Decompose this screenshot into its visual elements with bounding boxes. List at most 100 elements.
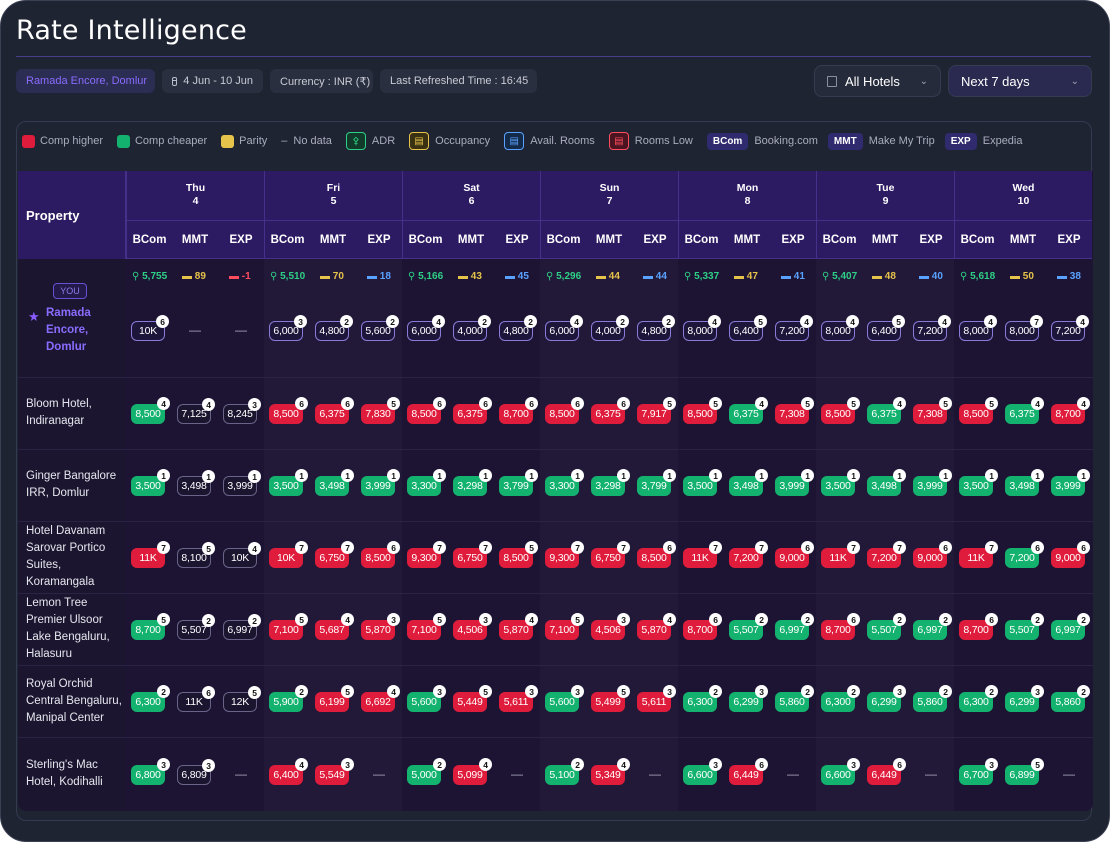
- rate-cell[interactable]: 5,870 4: [637, 613, 676, 640]
- rate-cell[interactable]: 6,997 2: [913, 613, 952, 640]
- rate-cell[interactable]: 10K 7: [269, 541, 308, 568]
- rate-cell[interactable]: 6,300 2: [821, 685, 860, 712]
- rate-cell[interactable]: 3,298 1: [591, 469, 630, 496]
- rate-cell[interactable]: 6,449 6: [729, 758, 768, 785]
- rate-cell[interactable]: 4,506 3: [591, 613, 630, 640]
- rate-cell[interactable]: 6,300 2: [959, 685, 998, 712]
- rate-cell[interactable]: 3,799 1: [499, 469, 538, 496]
- property-name[interactable]: Bloom Hotel, Indiranagar: [26, 398, 92, 427]
- rate-cell[interactable]: 3,498 1: [867, 469, 906, 496]
- rate-cell[interactable]: 8,500 6: [637, 541, 676, 568]
- own-property-cell[interactable]: YOU ★ Ramada Encore, Domlur: [26, 259, 126, 377]
- rate-cell[interactable]: 4,000 2: [591, 315, 629, 341]
- property-name[interactable]: Sterling's Mac Hotel, Kodihalli: [26, 759, 103, 788]
- rate-cell[interactable]: 8,000 4: [959, 315, 997, 341]
- rate-cell[interactable]: 6,375 4: [729, 397, 768, 424]
- rate-cell[interactable]: 6,400 5: [729, 315, 767, 341]
- rate-cell[interactable]: 6,800 3: [131, 758, 170, 785]
- rate-cell[interactable]: 3,999 1: [361, 469, 400, 496]
- rate-cell[interactable]: 5,600 2: [361, 315, 399, 341]
- rate-cell[interactable]: 5,499 5: [591, 685, 630, 712]
- rate-cell[interactable]: 6,692 4: [361, 685, 400, 712]
- rate-cell[interactable]: 6,997 2: [223, 614, 261, 640]
- rate-cell[interactable]: 5,611 3: [637, 685, 676, 712]
- rate-cell[interactable]: 10K 4: [223, 542, 261, 568]
- rate-cell[interactable]: 6,899 5: [1005, 758, 1044, 785]
- rate-cell[interactable]: 6,375 6: [315, 397, 354, 424]
- rate-cell[interactable]: 3,500 1: [131, 469, 170, 496]
- rate-cell[interactable]: 4,800 2: [499, 315, 537, 341]
- property-name[interactable]: Hotel Davanam Sarovar Portico Suites, Ko…: [26, 525, 106, 588]
- rate-cell[interactable]: 8,500 5: [821, 397, 860, 424]
- rate-cell[interactable]: 8,245 3: [223, 398, 261, 424]
- rate-cell[interactable]: 12K 5: [223, 686, 261, 712]
- rate-cell[interactable]: 7,200 7: [867, 541, 906, 568]
- rate-cell[interactable]: 11K 7: [959, 541, 998, 568]
- rate-cell[interactable]: 3,300 1: [545, 469, 584, 496]
- rate-cell[interactable]: 3,498 1: [315, 469, 354, 496]
- rate-cell[interactable]: 7,100 5: [407, 613, 446, 640]
- rate-cell[interactable]: 5,611 3: [499, 685, 538, 712]
- rate-cell[interactable]: 5,687 4: [315, 613, 354, 640]
- rate-cell[interactable]: 3,500 1: [959, 469, 998, 496]
- rate-cell[interactable]: 8,000 7: [1005, 315, 1043, 341]
- rate-cell[interactable]: 11K 7: [131, 541, 170, 568]
- rate-cell[interactable]: 3,999 1: [775, 469, 814, 496]
- rate-cell[interactable]: 6,299 3: [729, 685, 768, 712]
- rate-cell[interactable]: 5,349 4: [591, 758, 630, 785]
- rate-cell[interactable]: 3,500 1: [683, 469, 722, 496]
- rate-cell[interactable]: 3,500 1: [821, 469, 860, 496]
- rate-cell[interactable]: 5,870 4: [499, 613, 538, 640]
- rate-cell[interactable]: 5,099 4: [453, 758, 492, 785]
- rate-cell[interactable]: 11K 6: [177, 686, 215, 712]
- rate-cell[interactable]: 9,300 7: [407, 541, 446, 568]
- rate-cell[interactable]: 9,300 7: [545, 541, 584, 568]
- rate-cell[interactable]: 5,860 2: [913, 685, 952, 712]
- rate-cell[interactable]: 6,750 7: [315, 541, 354, 568]
- rate-cell[interactable]: 8,700 4: [1051, 397, 1090, 424]
- rate-cell[interactable]: 6,299 3: [1005, 685, 1044, 712]
- rate-cell[interactable]: 4,800 2: [637, 315, 675, 341]
- rate-cell[interactable]: 3,500 1: [269, 469, 308, 496]
- rate-cell[interactable]: 8,700 6: [821, 613, 860, 640]
- rate-cell[interactable]: 5,860 2: [1051, 685, 1090, 712]
- rate-cell[interactable]: 3,999 1: [1051, 469, 1090, 496]
- property-name[interactable]: Ginger Bangalore IRR, Domlur: [26, 470, 117, 499]
- rate-cell[interactable]: 6,199 5: [315, 685, 354, 712]
- rate-cell[interactable]: 6,750 7: [453, 541, 492, 568]
- rate-cell[interactable]: 5,600 3: [545, 685, 584, 712]
- rate-cell[interactable]: 5,449 5: [453, 685, 492, 712]
- rate-cell[interactable]: 6,600 3: [683, 758, 722, 785]
- rate-cell[interactable]: 7,125 4: [177, 398, 215, 424]
- rate-cell[interactable]: 6,375 6: [453, 397, 492, 424]
- property-name[interactable]: Lemon Tree Premier Ulsoor Lake Bengaluru…: [26, 597, 110, 660]
- rate-cell[interactable]: 5,900 2: [269, 685, 308, 712]
- rate-cell[interactable]: 6,997 2: [1051, 613, 1090, 640]
- rate-cell[interactable]: 7,200 6: [1005, 541, 1044, 568]
- rate-cell[interactable]: 10K 6: [131, 315, 169, 341]
- rate-cell[interactable]: 3,498 1: [729, 469, 768, 496]
- rate-cell[interactable]: 7,308 5: [775, 397, 814, 424]
- rate-cell[interactable]: 7,917 5: [637, 397, 676, 424]
- hotels-dropdown[interactable]: All Hotels ⌄: [814, 65, 941, 97]
- rate-cell[interactable]: 5,600 3: [407, 685, 446, 712]
- rate-cell[interactable]: 6,600 3: [821, 758, 860, 785]
- rate-cell[interactable]: 4,800 2: [315, 315, 353, 341]
- rate-cell[interactable]: 3,799 1: [637, 469, 676, 496]
- rate-cell[interactable]: 6,449 6: [867, 758, 906, 785]
- rate-cell[interactable]: 7,200 4: [913, 315, 951, 341]
- rate-cell[interactable]: 7,200 4: [1051, 315, 1089, 341]
- rate-cell[interactable]: 6,000 4: [407, 315, 445, 341]
- rate-cell[interactable]: 5,860 2: [775, 685, 814, 712]
- rate-cell[interactable]: 8,000 4: [683, 315, 721, 341]
- rate-cell[interactable]: 8,000 4: [821, 315, 859, 341]
- selected-hotel-chip[interactable]: Ramada Encore, Domlur: [16, 69, 155, 93]
- rate-cell[interactable]: 7,308 5: [913, 397, 952, 424]
- rate-cell[interactable]: 8,500 5: [959, 397, 998, 424]
- rate-cell[interactable]: 5,507 2: [729, 613, 768, 640]
- rate-cell[interactable]: 9,000 6: [1051, 541, 1090, 568]
- rate-cell[interactable]: 3,999 1: [913, 469, 952, 496]
- rate-cell[interactable]: 3,300 1: [407, 469, 446, 496]
- rate-cell[interactable]: 3,999 1: [223, 470, 261, 496]
- rate-cell[interactable]: 6,400 4: [269, 758, 308, 785]
